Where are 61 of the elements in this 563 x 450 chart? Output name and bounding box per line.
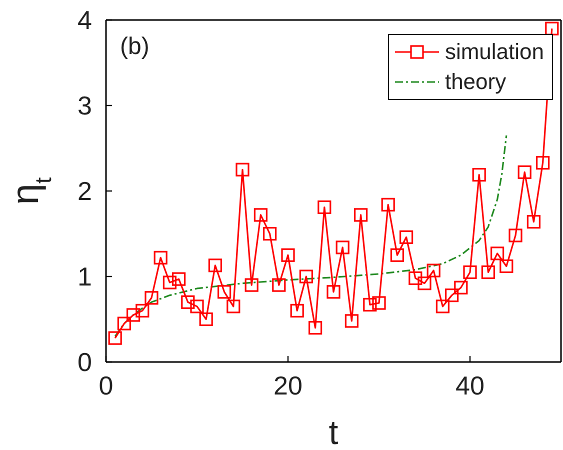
point	[172, 272, 186, 286]
point	[144, 291, 158, 305]
y-tick-label: 3	[78, 90, 92, 121]
annotation: (b)	[120, 33, 150, 60]
point	[390, 248, 404, 262]
point	[545, 22, 559, 36]
point	[472, 168, 486, 182]
point	[381, 198, 395, 212]
point	[500, 259, 514, 274]
point	[126, 308, 140, 322]
point	[336, 240, 350, 254]
point	[308, 321, 322, 335]
point	[281, 248, 295, 262]
point	[218, 285, 232, 299]
point	[445, 288, 459, 302]
point	[263, 226, 277, 241]
point	[354, 208, 368, 222]
x-axis-title: t	[328, 414, 339, 450]
point	[518, 165, 532, 179]
x-tick-label: 0	[98, 370, 114, 400]
y-tick-label: 4	[78, 5, 92, 36]
point	[400, 230, 414, 244]
point	[426, 264, 440, 278]
point	[154, 250, 168, 264]
point	[244, 278, 258, 292]
point	[290, 304, 304, 318]
point	[236, 162, 250, 176]
point	[526, 214, 540, 229]
legend-label: simulation	[444, 39, 544, 65]
x-tick-label: 40	[456, 370, 484, 400]
point	[254, 208, 268, 222]
point	[536, 156, 550, 170]
point	[299, 270, 313, 284]
point	[117, 316, 131, 330]
point	[481, 265, 495, 280]
point	[372, 296, 386, 310]
y-tick-label: 1	[78, 262, 92, 292]
point	[344, 314, 358, 328]
point	[408, 271, 422, 286]
point	[490, 246, 504, 260]
x-tick-label: 20	[274, 370, 302, 400]
point	[326, 285, 340, 299]
point	[181, 295, 195, 309]
point	[436, 300, 450, 314]
point	[226, 300, 240, 314]
point	[208, 258, 222, 272]
y-tick-label: 2	[78, 176, 92, 206]
legend-label: theory	[444, 69, 506, 95]
point	[363, 298, 377, 312]
point	[190, 300, 204, 314]
point	[318, 200, 332, 214]
point	[272, 278, 286, 292]
point	[418, 276, 432, 290]
point	[162, 276, 176, 290]
y-tick-label: 0	[78, 347, 92, 378]
point	[454, 280, 468, 294]
point	[508, 228, 522, 242]
point	[199, 312, 213, 326]
point	[463, 265, 477, 280]
point	[136, 304, 150, 318]
point	[108, 331, 122, 345]
